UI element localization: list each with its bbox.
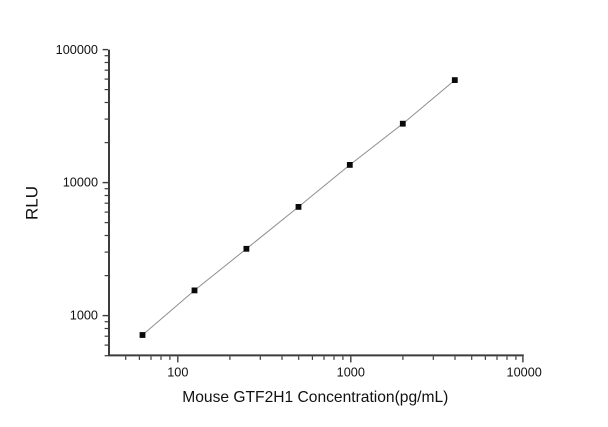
svg-text:10000: 10000 (63, 176, 98, 190)
svg-text:Mouse GTF2H1 Concentration(pg/: Mouse GTF2H1 Concentration(pg/mL) (182, 389, 448, 406)
svg-text:RLU: RLU (23, 186, 42, 220)
svg-text:100: 100 (167, 365, 188, 379)
svg-text:100000: 100000 (56, 43, 98, 57)
svg-text:1000: 1000 (70, 308, 98, 322)
svg-text:1000: 1000 (337, 365, 365, 379)
svg-text:10000: 10000 (507, 365, 542, 379)
